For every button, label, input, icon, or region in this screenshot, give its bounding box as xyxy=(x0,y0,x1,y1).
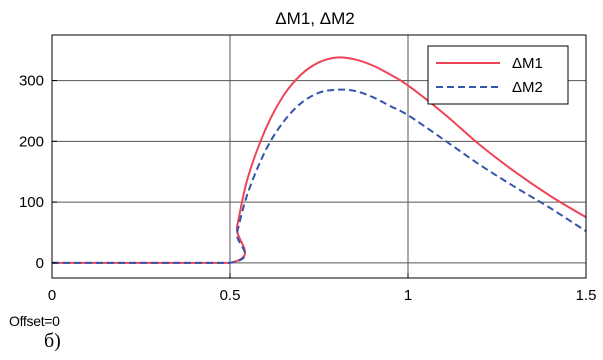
plot-frame xyxy=(51,34,587,279)
y-tick-label-0: 0 xyxy=(36,255,44,272)
series-line-1 xyxy=(52,56,587,264)
chart-title: ΔM1, ΔM2 xyxy=(275,9,354,28)
x-tick-label-0: 0 xyxy=(48,287,56,304)
figure-caption: б) xyxy=(44,330,61,352)
y-tick-label-1: 100 xyxy=(19,194,44,211)
x-tick-label-1: 0.5 xyxy=(220,287,241,304)
offset-label: Offset=0 xyxy=(9,313,60,329)
plot-area: 0 0.5 1 1.5 0 100 200 300 ΔM1 ΔM2 xyxy=(19,34,597,304)
legend-label-2: ΔM2 xyxy=(512,79,543,96)
legend-box xyxy=(427,45,569,105)
legend-label-1: ΔM1 xyxy=(512,55,543,72)
series-line-2 xyxy=(52,88,587,264)
y-tick-label-2: 200 xyxy=(19,133,44,150)
y-tick-label-3: 300 xyxy=(19,73,44,90)
x-tick-label-2: 1 xyxy=(404,287,412,304)
x-tick-label-3: 1.5 xyxy=(576,287,597,304)
